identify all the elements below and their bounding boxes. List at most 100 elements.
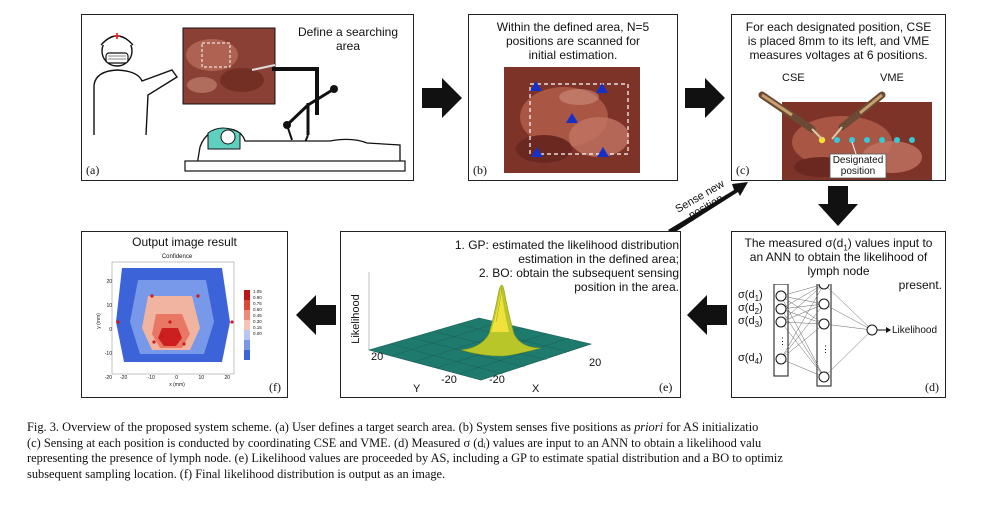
panel-d-text-2: an ANN to obtain the likelihood of <box>749 250 928 264</box>
scan-marker-icon <box>566 113 578 123</box>
scan-marker-icon <box>531 147 543 157</box>
f-y-tick: 20 <box>106 279 112 285</box>
f-x-ticks: -20 -10 0 10 20 <box>120 375 230 381</box>
panel-d-text-4: present. <box>898 278 942 292</box>
cbar-tick: 0.90 <box>253 295 262 300</box>
ann-input-4: σ(d4) <box>738 352 763 367</box>
caption-line-3: representing the presence of lymph node.… <box>27 451 783 465</box>
designated-label-1: Designated <box>832 155 884 166</box>
x-tick-neg20: -20 <box>489 374 505 386</box>
ann-input-3-sub: 3 <box>754 320 760 330</box>
ann-output-label: Likelihood <box>892 325 938 336</box>
y-tick-20: 20 <box>371 351 384 363</box>
panel-f-title: Output image result <box>132 235 237 249</box>
caption-line-1-post: for AS initializatio <box>663 420 759 434</box>
panel-f: Output image result Confidence 1.05 0.90… <box>81 231 288 398</box>
ann-input-4-text: σ(d <box>738 352 755 364</box>
arrow-right-icon <box>685 78 725 118</box>
confidence-map <box>111 261 250 375</box>
y-axis-letter: Y <box>413 383 421 395</box>
ann-input-1: σ(d1) <box>738 289 763 304</box>
f-x-tick: -10 <box>147 375 155 381</box>
panel-e-text-2: estimation in the defined area; <box>518 252 679 266</box>
panel-f-inner-title: Confidence <box>161 254 193 260</box>
ann-input-1-sub: 1 <box>754 294 760 304</box>
ann-input-4-sub: 4 <box>754 357 760 367</box>
panel-d-text-1-sub: 1 <box>843 243 848 253</box>
y-tick-neg20: -20 <box>441 374 457 386</box>
panel-e-label: (e) <box>659 380 673 394</box>
zaxis-label: Likelihood <box>350 294 362 344</box>
panel-d-text-1a: The measured σ(d <box>744 236 844 250</box>
panel-f-label: (f) <box>269 380 281 394</box>
arrow-down-icon <box>818 186 858 226</box>
tissue-image-b <box>504 67 640 173</box>
f-x-tick: 20 <box>224 375 230 381</box>
panel-c-text-3: measures voltages at 6 positions. <box>749 48 928 62</box>
panel-d-label: (d) <box>925 380 939 394</box>
cbar-tick: 0.30 <box>253 319 262 324</box>
caption-line-4: subsequent sampling location. (f) Final … <box>27 466 446 481</box>
ann-diagram: ⋮ ⋮ <box>773 284 891 387</box>
svg-text:⋮: ⋮ <box>821 344 830 354</box>
probe-illustration <box>758 91 886 140</box>
f-y-tick: -20 <box>104 375 112 381</box>
f-y-tick: -10 <box>104 351 112 357</box>
cbar-tick: 0.75 <box>253 301 262 306</box>
ann-input-3: σ(d3) <box>738 315 763 330</box>
panel-a-text: Define a searching area <box>297 25 399 53</box>
vme-label: VME <box>880 72 904 84</box>
panel-b-label: (b) <box>473 163 487 177</box>
panel-d-text-1: The measured σ(d1) values input to <box>732 236 945 255</box>
f-y-ticks: 20 10 0 -10 -20 <box>104 270 112 390</box>
cbar-tick: 1.05 <box>253 289 262 294</box>
caption-line-1-ital: priori <box>634 420 664 434</box>
arrow-left-icon <box>296 295 336 335</box>
arrow-right-icon <box>422 78 462 118</box>
x-axis-letter: X <box>532 383 540 395</box>
ann-input-2-sub: 2 <box>754 307 760 317</box>
designated-label-2: position <box>840 166 876 177</box>
scan-marker-icon <box>596 83 608 93</box>
ann-input-3-text: σ(d <box>738 315 755 327</box>
cbar-tick: 0.15 <box>253 325 262 330</box>
f-x-tick: -20 <box>120 375 128 381</box>
panel-a-label: (a) <box>86 163 100 177</box>
f-y-tick: 10 <box>106 303 112 309</box>
panel-b-text-3: initial estimation. <box>528 48 618 62</box>
cse-label: CSE <box>782 72 805 84</box>
surgeon-illustration <box>93 27 406 172</box>
panel-b-text-1: Within the defined area, N=5 <box>496 20 650 34</box>
panel-a: Define a searching area (a) <box>81 14 414 181</box>
panel-e-text-4: position in the area. <box>574 280 679 294</box>
panel-e-text-3: 2. BO: obtain the subsequent sensing <box>478 266 679 280</box>
ann-input-1-text: σ(d <box>738 289 755 301</box>
panel-c-text-2: is placed 8mm to its left, and VME <box>747 34 930 48</box>
ann-input-2: σ(d2) <box>738 302 763 317</box>
ann-input-2-text: σ(d <box>738 302 755 314</box>
colorbar-ticks: 1.05 0.90 0.75 0.60 0.45 0.30 0.15 0.00 <box>253 287 262 339</box>
figure-caption: Fig. 3. Overview of the proposed system … <box>27 420 967 482</box>
f-x-tick: 0 <box>175 375 179 381</box>
panel-e-text-1: 1. GP: estimated the likelihood distribu… <box>454 238 679 252</box>
panel-c-text-1: For each designated position, CSE <box>745 20 932 34</box>
panel-b-text-2: positions are scanned for <box>505 34 641 48</box>
f-y-tick: 0 <box>109 327 112 333</box>
f-y-axis-label: y (mm) <box>96 313 102 329</box>
arrow-left-icon <box>687 295 727 335</box>
panel-d-text-3: lymph node <box>807 264 870 278</box>
caption-line-1: Fig. 3. Overview of the proposed system … <box>27 420 967 436</box>
caption-line-2: (c) Sensing at each position is conducte… <box>27 435 762 450</box>
f-x-axis-label: x (mm) <box>169 382 185 388</box>
panel-c: For each designated position, CSE is pla… <box>731 14 946 181</box>
cbar-tick: 0.00 <box>253 331 262 336</box>
gp-surface-plot <box>367 272 593 381</box>
panel-e: 1. GP: estimated the likelihood distribu… <box>340 231 681 398</box>
surgeon-body <box>93 69 179 136</box>
svg-text:⋮: ⋮ <box>778 336 787 346</box>
panel-d: The measured σ(d1) values input to an AN… <box>731 231 946 398</box>
scan-marker-icon <box>597 147 609 157</box>
panel-b: Within the defined area, N=5 positions a… <box>468 14 678 181</box>
scan-marker-icon <box>530 81 542 91</box>
panel-c-label: (c) <box>736 163 750 177</box>
